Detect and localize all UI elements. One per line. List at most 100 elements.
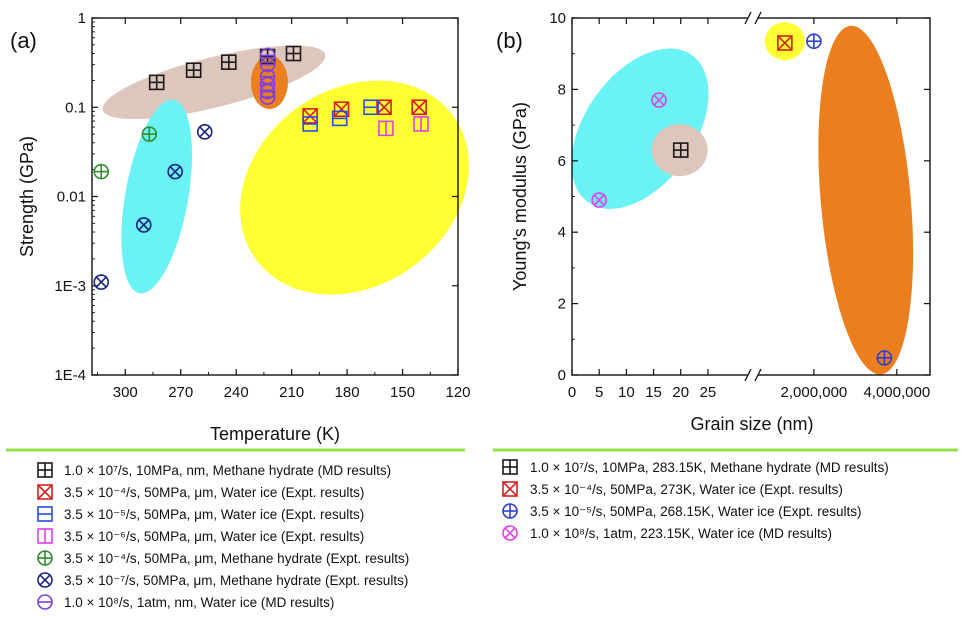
legend-a-label: 3.5 × 10⁻⁴/s, 50MPa, μm, Water ice (Expt… <box>64 485 364 500</box>
marker-circle-plus <box>502 503 518 519</box>
highlight-regions <box>102 45 469 295</box>
x-tick-label: 270 <box>168 384 193 401</box>
marker-box-plus <box>672 142 689 158</box>
panel-b-modulus-vs-grain-size: 0 5 10 15 20 25 2,000,000 4,000,000 0 2 4 6 8 10 Grain… <box>496 10 931 434</box>
legend-b-item: 3.5 × 10⁻⁴/s, 50MPa, 273K, Water ice (Ex… <box>502 481 843 497</box>
y-tick-label: 2 <box>558 296 566 313</box>
marker-box-hbar <box>302 116 318 132</box>
legend-a-label: 1.0 × 10⁸/s, 1atm, nm, Water ice (MD res… <box>64 595 334 610</box>
marker-circle-x <box>93 274 110 290</box>
x-tick-label: 5 <box>595 384 603 401</box>
legend-b-item: 1.0 × 10⁸/s, 1atm, 223.15K, Water ice (M… <box>502 525 832 541</box>
marker-circle-x <box>502 525 518 541</box>
legend-a-label: 3.5 × 10⁻⁷/s, 50MPa, μm, Methane hydrate… <box>64 573 408 588</box>
marker-box-plus <box>37 462 53 478</box>
y-tick-label: 8 <box>558 81 566 98</box>
series-circle-x <box>93 124 213 290</box>
marker-circle-minus <box>259 56 276 73</box>
marker-box-x <box>302 108 318 124</box>
marker-box-hbar <box>37 506 53 522</box>
panel-a-strength-vs-temperature: 300 270 240 210 180 150 120 1E-4 1E-3 0.01 0.1 1 Tem… <box>10 10 471 444</box>
y-axis-label: Strength (GPa) <box>17 136 37 257</box>
marker-circle-minus <box>259 47 276 64</box>
axis-break-mark <box>744 368 752 382</box>
marker-box-x <box>411 99 427 116</box>
marker-box-hbar <box>363 99 379 116</box>
marker-box-plus <box>148 74 165 91</box>
marker-circle-plus <box>141 126 158 142</box>
series-box-vbar <box>378 116 429 137</box>
axis-break-gap <box>748 14 758 22</box>
legend-panel-a: 1.0 × 10⁷/s, 10MPa, nm, Methane hydrate … <box>37 462 409 610</box>
y-tick-label: 4 <box>558 224 566 241</box>
legend-b-label: 3.5 × 10⁻⁴/s, 50MPa, 273K, Water ice (Ex… <box>530 482 843 497</box>
legend-a-label: 3.5 × 10⁻⁴/s, 50MPa, μm, Methane hydrate… <box>64 551 409 566</box>
axis-break-gap <box>748 371 758 379</box>
highlight-ellipse <box>240 80 469 295</box>
x-tick-label: 15 <box>645 384 662 401</box>
x-tick-label: 25 <box>700 384 717 401</box>
marker-box-vbar <box>413 116 429 132</box>
highlight-ellipse <box>121 99 193 294</box>
marker-box-x <box>37 484 53 500</box>
y-tick-label: 0 <box>558 367 566 384</box>
y-axis-label: Young's modulus (GPa) <box>510 102 530 291</box>
legend-b-label: 1.0 × 10⁷/s, 10MPa, 283.15K, Methane hyd… <box>530 460 889 475</box>
series-box-hbar <box>302 99 379 132</box>
highlight-ellipse <box>818 25 914 375</box>
x-tick-label: 2,000,000 <box>781 384 848 401</box>
legend-b-item: 3.5 × 10⁻⁵/s, 50MPa, 268.15K, Water ice … <box>502 503 862 519</box>
y-tick-label: 0.1 <box>65 99 86 116</box>
series-circle-minus <box>259 47 276 105</box>
y-tick-label: 10 <box>549 10 566 27</box>
y-tick-label: 0.01 <box>57 189 86 206</box>
x-tick-label: 300 <box>113 384 138 401</box>
panel-label: (b) <box>496 28 523 53</box>
legend-a-label: 1.0 × 10⁷/s, 10MPa, nm, Methane hydrate … <box>64 463 391 478</box>
marker-circle-plus <box>876 350 893 366</box>
axis-break-mark <box>744 11 752 25</box>
x-tick-label: 4,000,000 <box>863 384 930 401</box>
marker-circle-x <box>167 163 183 180</box>
series-circle-plus <box>806 33 893 366</box>
marker-box-plus <box>285 45 302 62</box>
legend-a-item: 3.5 × 10⁻⁵/s, 50MPa, μm, Water ice (Expt… <box>37 506 364 522</box>
series-circle-x <box>591 92 667 208</box>
legend-a-item: 3.5 × 10⁻⁴/s, 50MPa, μm, Methane hydrate… <box>37 550 409 566</box>
series-box-plus <box>672 142 689 158</box>
series-circle-plus <box>93 126 158 180</box>
x-tick-label: 150 <box>390 384 415 401</box>
legend-a-label: 3.5 × 10⁻⁵/s, 50MPa, μm, Water ice (Expt… <box>64 507 364 522</box>
marker-box-vbar <box>378 120 394 137</box>
marker-box-vbar <box>37 528 53 544</box>
highlight-ellipse <box>764 22 805 61</box>
x-tick-label: 210 <box>279 384 304 401</box>
x-tick-label: 180 <box>335 384 360 401</box>
x-axis-label: Temperature (K) <box>210 424 340 444</box>
marker-box-plus <box>185 62 202 79</box>
marker-box-hbar <box>331 110 348 127</box>
legend-a-item: 1.0 × 10⁷/s, 10MPa, nm, Methane hydrate … <box>37 462 391 478</box>
marker-circle-x <box>651 92 667 108</box>
marker-circle-plus <box>806 33 822 50</box>
x-tick-label: 120 <box>445 384 470 401</box>
y-tick-label: 1 <box>78 10 86 27</box>
legend-a-item: 3.5 × 10⁻⁶/s, 50MPa, μm, Water ice (Expt… <box>37 528 364 544</box>
axis-break-mark <box>754 368 762 382</box>
y-tick-label: 1E-3 <box>54 278 86 295</box>
series-box-x <box>302 99 427 124</box>
marker-circle-x <box>591 192 607 208</box>
legend-b-label: 3.5 × 10⁻⁵/s, 50MPa, 268.15K, Water ice … <box>530 504 862 519</box>
legend-a-label: 3.5 × 10⁻⁶/s, 50MPa, μm, Water ice (Expt… <box>64 529 364 544</box>
x-tick-label: 0 <box>568 384 576 401</box>
legend-b-label: 1.0 × 10⁸/s, 1atm, 223.15K, Water ice (M… <box>530 526 832 541</box>
marker-circle-x <box>135 217 152 233</box>
marker-circle-minus <box>37 594 53 610</box>
marker-circle-plus <box>93 163 110 180</box>
series-box-x <box>777 35 793 51</box>
marker-box-plus <box>502 459 518 475</box>
marker-circle-x <box>37 572 53 588</box>
panel-label: (a) <box>10 28 37 53</box>
legend-a-item: 3.5 × 10⁻⁷/s, 50MPa, μm, Methane hydrate… <box>37 572 408 588</box>
